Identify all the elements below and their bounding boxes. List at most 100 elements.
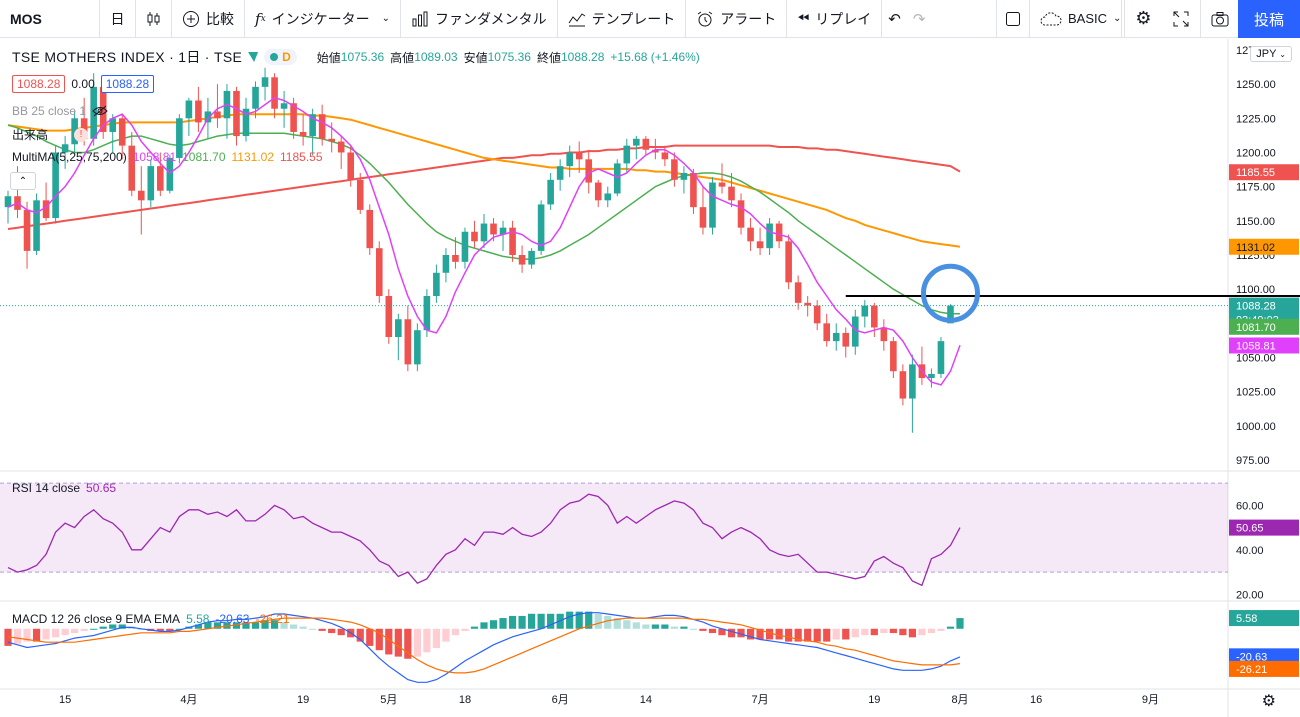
- macd-histogram-bar: [908, 628, 916, 638]
- macd-histogram-bar: [423, 628, 431, 653]
- candle-body: [737, 200, 745, 228]
- chart-type-button[interactable]: [136, 0, 172, 38]
- candle-body: [832, 332, 840, 342]
- rsi-tick-label: 40.00: [1236, 545, 1264, 557]
- interval-button[interactable]: 日: [100, 0, 136, 38]
- redo-button[interactable]: ↷: [907, 0, 932, 38]
- macd-histogram-bar: [385, 628, 393, 655]
- settings-button[interactable]: ⚙: [1124, 0, 1162, 38]
- ma75-line: [7, 113, 961, 248]
- fullscreen-toggle[interactable]: [996, 0, 1030, 38]
- macd-histogram-bar: [575, 611, 583, 629]
- ma25-price-badge-bg: [1229, 318, 1299, 335]
- collapse-legend-button[interactable]: ⌃: [10, 172, 36, 190]
- chevron-down-icon: ⌄: [1113, 13, 1122, 24]
- candle: [528, 248, 535, 269]
- macd-histogram-bar: [499, 618, 507, 629]
- candle: [899, 364, 907, 406]
- candle-body: [823, 323, 831, 342]
- candle: [642, 136, 650, 156]
- macd-histogram-bar: [251, 622, 260, 629]
- candle-body: [756, 241, 764, 249]
- macd-histogram-bar: [32, 628, 41, 642]
- post-label: 投稿: [1253, 11, 1284, 29]
- candle-body: [947, 305, 954, 324]
- macd-signal-line: [7, 617, 961, 674]
- candle-body: [204, 111, 212, 123]
- candle-body: [42, 200, 50, 219]
- candle: [623, 138, 631, 173]
- candle: [442, 248, 450, 283]
- eye-off-icon[interactable]: [92, 105, 108, 117]
- axis-settings-gear-icon[interactable]: ⚙: [1261, 693, 1276, 710]
- macd-histogram-bar: [261, 620, 269, 629]
- symbol-search[interactable]: MOS: [0, 0, 100, 38]
- layout-button[interactable]: BASIC ⌄: [1030, 0, 1122, 38]
- candle: [214, 84, 221, 128]
- volume-label: 出来高: [12, 128, 49, 142]
- candle-body: [861, 305, 869, 317]
- candle: [404, 305, 412, 372]
- macd-line: [7, 612, 961, 683]
- macd-histogram-bar: [280, 622, 288, 629]
- market-delay-label: D: [282, 50, 291, 64]
- macd-legend: MACD 12 26 close 9 EMA EMA 5.58 -20.63 -…: [12, 612, 290, 626]
- candle-body: [61, 144, 69, 153]
- candle-body: [642, 138, 650, 150]
- replay-button[interactable]: ⏪︎ リプレイ: [787, 0, 883, 38]
- last-price-badge: 1088.28: [1236, 301, 1276, 313]
- candle: [23, 201, 31, 269]
- macd-histogram-bar: [946, 626, 955, 629]
- macd-histogram-bar: [337, 628, 345, 636]
- macd-histogram-bar: [594, 613, 602, 629]
- gear-icon: ⚙: [1135, 8, 1152, 28]
- alert-button[interactable]: アラート: [686, 0, 788, 38]
- candle: [118, 114, 126, 160]
- macd-signal-badge-bg: [1229, 660, 1299, 677]
- expand-button[interactable]: [1162, 0, 1200, 38]
- candle-body: [318, 114, 326, 139]
- warning-icon[interactable]: !: [74, 127, 89, 142]
- candle-body: [851, 316, 859, 347]
- candle-body: [233, 90, 240, 137]
- candle: [433, 264, 440, 303]
- sell-price-box[interactable]: 1088.28: [12, 75, 66, 93]
- templates-button[interactable]: テンプレート: [558, 0, 687, 38]
- buy-price-box[interactable]: 1088.28: [100, 75, 155, 93]
- candle-body: [404, 319, 412, 365]
- chart-canvas[interactable]: 975.001000.001025.001050.001075.001100.0…: [0, 39, 1300, 717]
- macd-histogram-bar: [547, 613, 555, 629]
- candle-body: [433, 272, 440, 297]
- ma25-value: 1081.70: [182, 150, 226, 164]
- candle-body: [147, 166, 155, 201]
- plus-circle-icon: [182, 10, 200, 28]
- candle: [395, 313, 402, 361]
- undo-icon: ↶: [888, 10, 901, 28]
- macd-histogram-bar: [518, 615, 526, 629]
- candle: [671, 152, 678, 187]
- macd-histogram-bar: [566, 611, 574, 629]
- macd-histogram-bar: [642, 624, 650, 629]
- fundamentals-button[interactable]: ファンダメンタル: [401, 0, 558, 38]
- snapshot-button[interactable]: [1200, 0, 1238, 38]
- candle-body: [890, 341, 897, 372]
- post-button[interactable]: 投稿: [1238, 0, 1300, 38]
- candle: [804, 296, 811, 317]
- candle-body: [442, 255, 450, 273]
- candle: [185, 97, 193, 137]
- macd-histogram-bar: [956, 618, 964, 629]
- candle: [766, 218, 773, 255]
- candle-body: [652, 149, 659, 153]
- candle: [747, 218, 754, 251]
- candle: [909, 354, 916, 433]
- compare-button[interactable]: 比較: [172, 0, 245, 38]
- candle-body: [909, 364, 916, 399]
- undo-button[interactable]: ↶: [882, 0, 907, 38]
- currency-button[interactable]: JPY ⌄: [1250, 46, 1292, 62]
- candle-body: [166, 157, 174, 191]
- candle: [842, 327, 850, 358]
- macd-histogram-bar: [299, 626, 307, 629]
- candle-body: [509, 227, 516, 255]
- candle-body: [337, 141, 345, 153]
